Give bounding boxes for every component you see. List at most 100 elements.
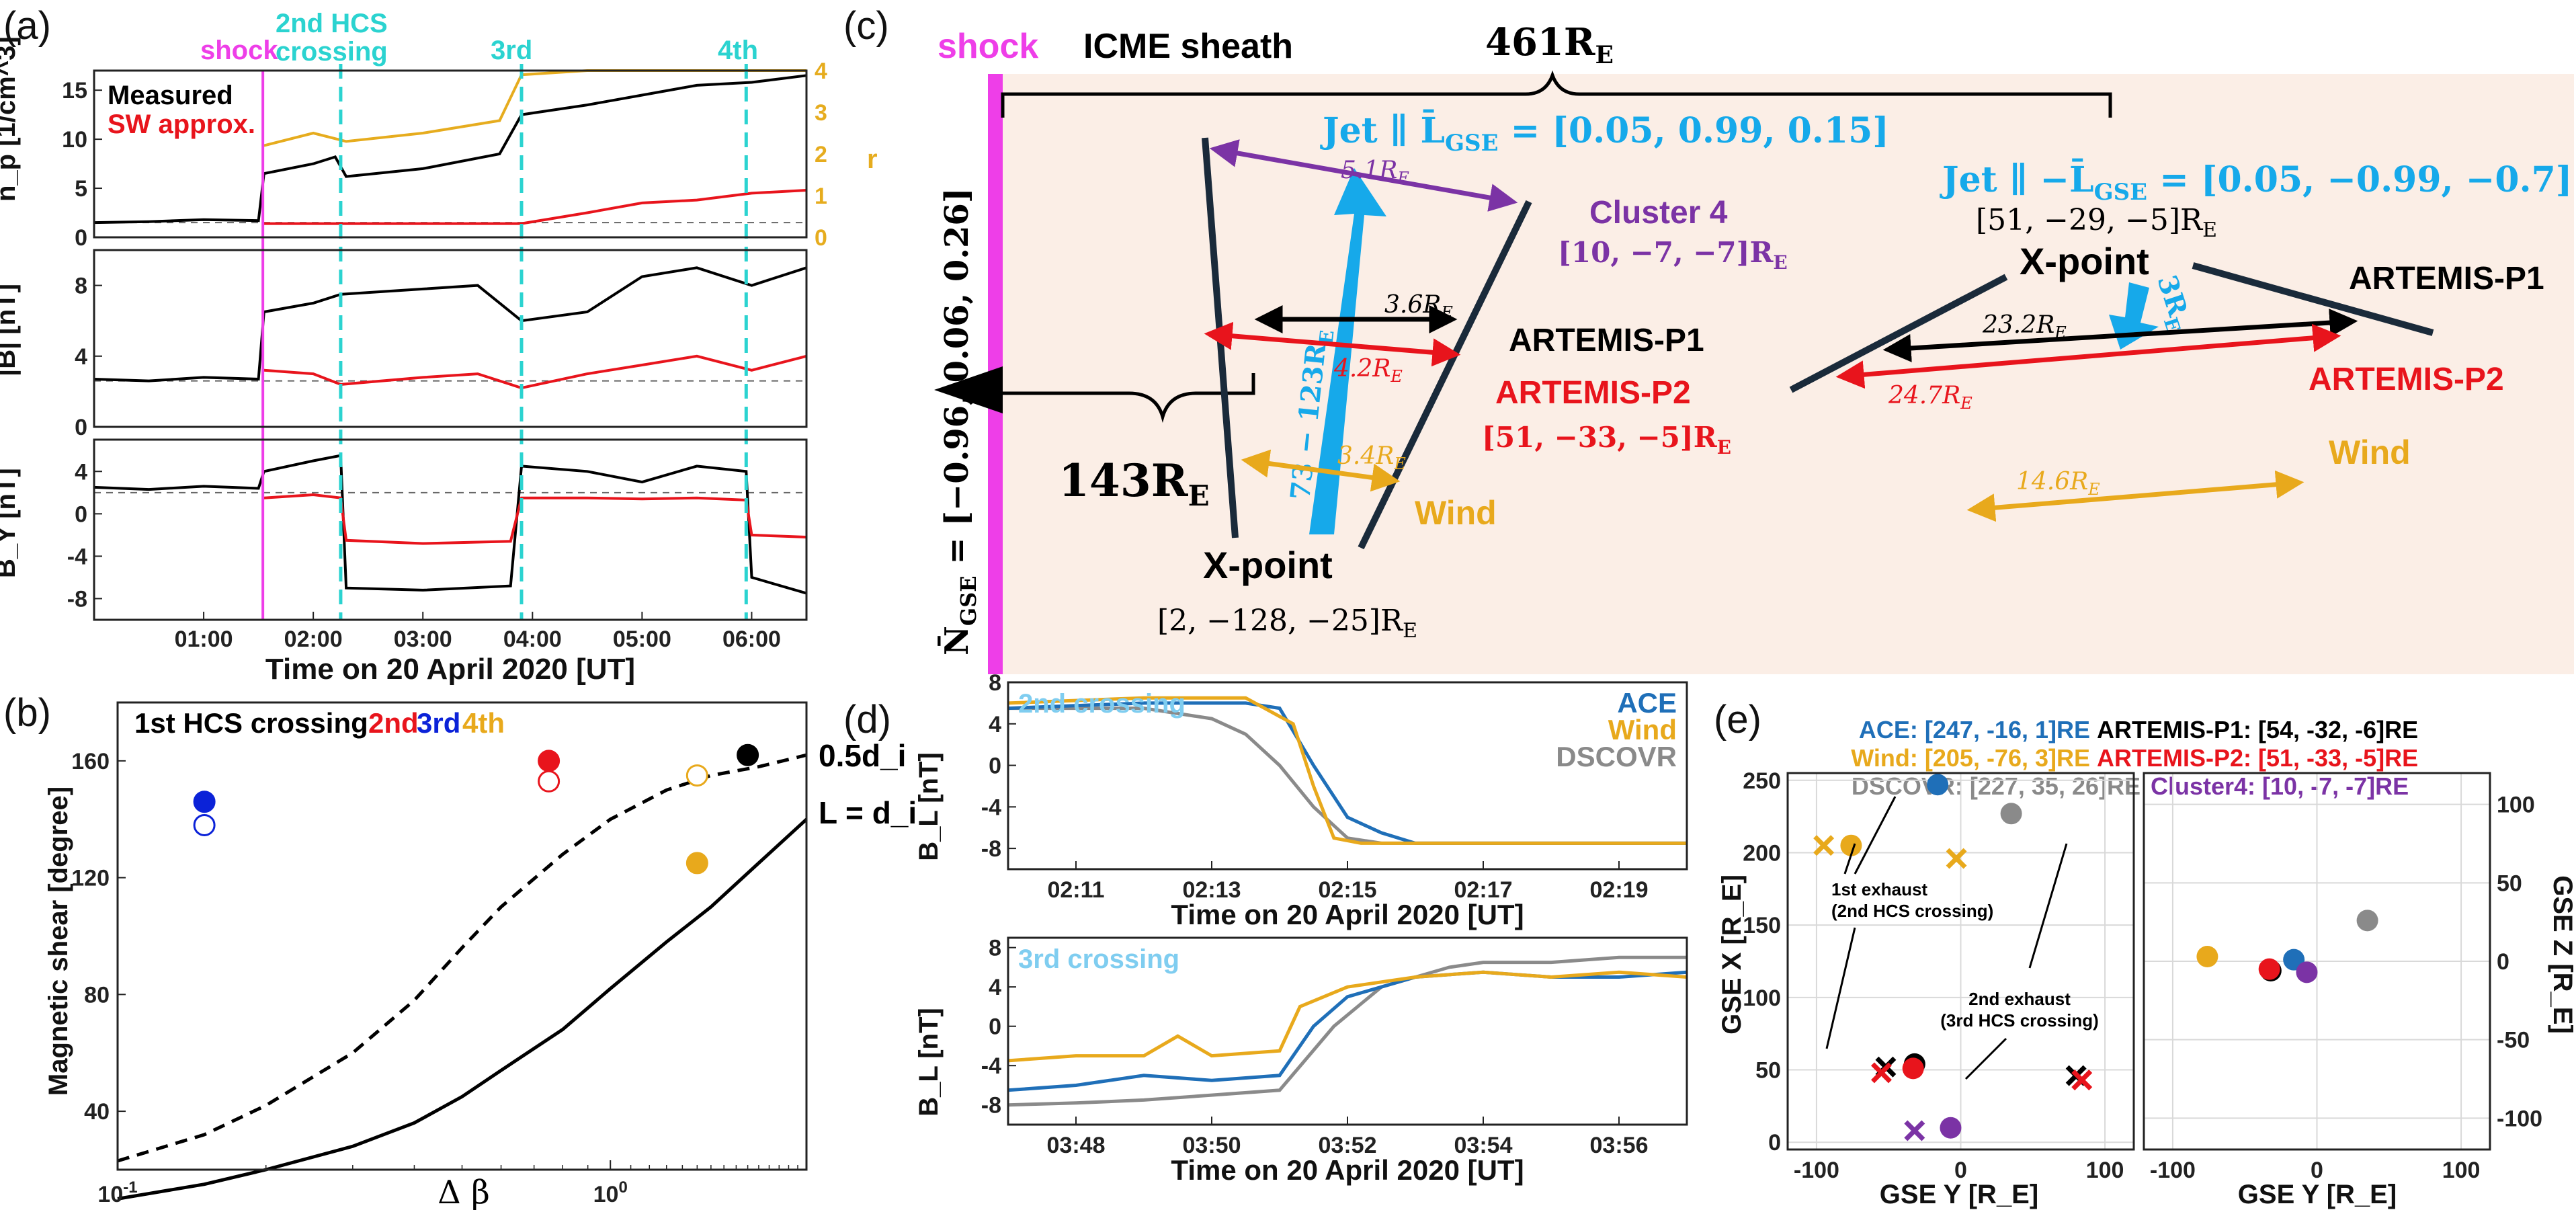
dscovr-line xyxy=(1007,955,1687,1107)
y-tick-label: 15 xyxy=(62,78,87,104)
right-y-tick-label: 2 xyxy=(815,142,827,167)
shear-point xyxy=(193,791,216,813)
wind-right-label: Wind xyxy=(2329,434,2411,471)
annotation-pointer xyxy=(1854,796,1897,875)
b-legend-2nd: 2nd xyxy=(368,707,419,739)
b-legend-3rd: 3rd xyxy=(417,707,460,739)
y-tick-label: 0 xyxy=(989,1014,1001,1040)
wind-line xyxy=(1007,970,1688,1063)
shear-point xyxy=(737,743,759,766)
dscovr-line xyxy=(1008,707,1687,845)
shear-point xyxy=(538,770,560,793)
panel-label-c: (c) xyxy=(843,4,889,48)
e-legend-dscovr: DSCOVR: [227, 35, 26]RE xyxy=(1852,772,2141,800)
curve-label-di: L = d_i xyxy=(819,795,917,830)
right-xpoint-label: X-point xyxy=(2020,240,2149,282)
panel-b: (b) 40 80 120 160 10-1 100 1st HCS crossing 2… xyxy=(3,691,917,1210)
panel-label-d: (d) xyxy=(843,698,891,741)
left-xpoint-coord: [2, −128, −25]RE xyxy=(1157,604,1417,643)
x-tick-label: 03:50 xyxy=(1183,1133,1241,1158)
y-tick-label: -8 xyxy=(981,836,1001,862)
y-tick-label: 5 xyxy=(75,176,87,202)
y-tick-label: 50 xyxy=(1755,1058,1781,1084)
y-tick-label: 0 xyxy=(75,501,87,527)
right-xpoint-coord: [51, −29, −5]RE xyxy=(1976,203,2217,242)
cluster-distance-arrow xyxy=(1209,139,1518,212)
exhaust-cross xyxy=(1813,835,1835,856)
a-xlabel: Time on 20 April 2020 [UT] xyxy=(265,653,635,686)
left-xpoint-label: X-point xyxy=(1203,544,1333,586)
x-tick-label: 02:00 xyxy=(284,627,343,652)
x-tick-label: 02:11 xyxy=(1047,877,1104,903)
x-tick-label: 0 xyxy=(2311,1158,2323,1183)
spacecraft-point xyxy=(1840,834,1862,856)
p2-left-label: ARTEMIS-P2 xyxy=(1495,375,1691,411)
y-tick-label: 40 xyxy=(84,1099,110,1125)
b-magnitude-subpanel-frame xyxy=(93,249,808,428)
x-tick-label: 03:48 xyxy=(1047,1133,1106,1158)
d-top-frame xyxy=(1007,681,1688,871)
d-top-xlabel: Time on 20 April 2020 [UT] xyxy=(1171,899,1524,930)
shock-label: shock xyxy=(938,27,1038,66)
cluster-distance-label: 5.1RE xyxy=(1341,157,1409,188)
e-legend-wind: Wind: [205, -76, 3]RE xyxy=(1851,744,2090,772)
y-tick-label: 4 xyxy=(989,975,1001,1000)
spacecraft-point xyxy=(1902,1057,1924,1080)
shear-point xyxy=(685,852,708,875)
y-tick-label: -4 xyxy=(67,544,87,569)
shear-point xyxy=(538,750,560,772)
panel-a: (a) shock 2nd HCS crossing 3rd 4th 051015… xyxy=(0,4,878,686)
y-tick-label: 100 xyxy=(2497,793,2535,818)
right-y-tick-label: 4 xyxy=(815,58,827,84)
x-tick-label: 02:17 xyxy=(1454,877,1513,903)
p2-left-coord: [51, −33, −5]RE xyxy=(1482,421,1731,458)
np-ylabel: n_p [1/cm^3] xyxy=(0,36,21,202)
ace-line xyxy=(1007,970,1688,1092)
wind-left-distance-label: 3.4RE xyxy=(1337,442,1406,473)
d-bottom-title: 3rd crossing xyxy=(1018,944,1179,974)
panel-c-diagram: (c) shock ICME sheath 461RE 143RE N̄GSE … xyxy=(843,4,2574,674)
y-tick-label: 200 xyxy=(1743,840,1781,866)
exhaust-cross xyxy=(1904,1120,1925,1141)
d-top-title: 2nd crossing xyxy=(1018,689,1186,719)
sw-approx-line xyxy=(263,354,807,390)
x-tick-label: 10-1 xyxy=(97,1178,137,1207)
d-bottom-ylabel: B_L [nT] xyxy=(914,1008,944,1116)
x-tick-label: 05:00 xyxy=(613,627,671,652)
y-tick-label: 250 xyxy=(1743,768,1781,794)
e-left-ylabel: GSE X [R_E] xyxy=(1717,875,1747,1035)
exhaust-cross xyxy=(1946,848,1967,869)
spacecraft-point xyxy=(1927,774,1949,796)
jet2-label: Jet ∥ −L̄GSE = [0.05, −0.99, −0.7] xyxy=(1940,159,2572,206)
legend-sw-approx: SW approx. xyxy=(108,110,255,139)
spacecraft-point xyxy=(2356,910,2378,932)
e-right-ylabel: GSE Z [R_E] xyxy=(2548,875,2576,1034)
x-tick-label: 02:13 xyxy=(1183,877,1241,903)
curve-label-half-di: 0.5d_i xyxy=(819,738,906,773)
y-tick-label: -100 xyxy=(2497,1106,2542,1131)
y-tick-label: 0 xyxy=(75,415,87,440)
wind-right-distance-arrow xyxy=(1966,470,2304,522)
x-tick-label: 0 xyxy=(1954,1158,1967,1183)
y-tick-label: 0 xyxy=(989,754,1001,779)
y-tick-label: 4 xyxy=(989,712,1001,737)
annotation-pointer xyxy=(1843,843,1856,875)
panel-d: (d) -8 -4 0 4 8 02:11 02:13 02:15 02:17 02:19 -8 -4… xyxy=(843,670,1688,1186)
annotation-pointer xyxy=(1964,1037,2007,1080)
e-legend-cluster4: Cluster4: [10, -7, -7]RE xyxy=(2151,772,2409,800)
e-legend-ace: ACE: [247, -16, 1]RE xyxy=(1859,716,2090,743)
x-tick-label: 03:00 xyxy=(394,627,452,652)
x-tick-label: 03:52 xyxy=(1319,1133,1377,1158)
shear-point xyxy=(193,813,216,836)
x-tick-label: -100 xyxy=(1794,1158,1839,1183)
curve-dashed xyxy=(117,753,807,1163)
b-legend-title: 1st HCS crossing xyxy=(134,707,368,739)
wind-right-distance-label: 14.6RE xyxy=(2016,468,2100,499)
x-tick-label: 100 xyxy=(593,1178,628,1207)
wind-left-label: Wind xyxy=(1415,494,1497,532)
right-y-tick-label: 1 xyxy=(815,184,827,209)
wind-line xyxy=(1007,696,1687,845)
b-legend-4th: 4th xyxy=(462,707,505,739)
y-tick-label: 0 xyxy=(2497,949,2509,975)
